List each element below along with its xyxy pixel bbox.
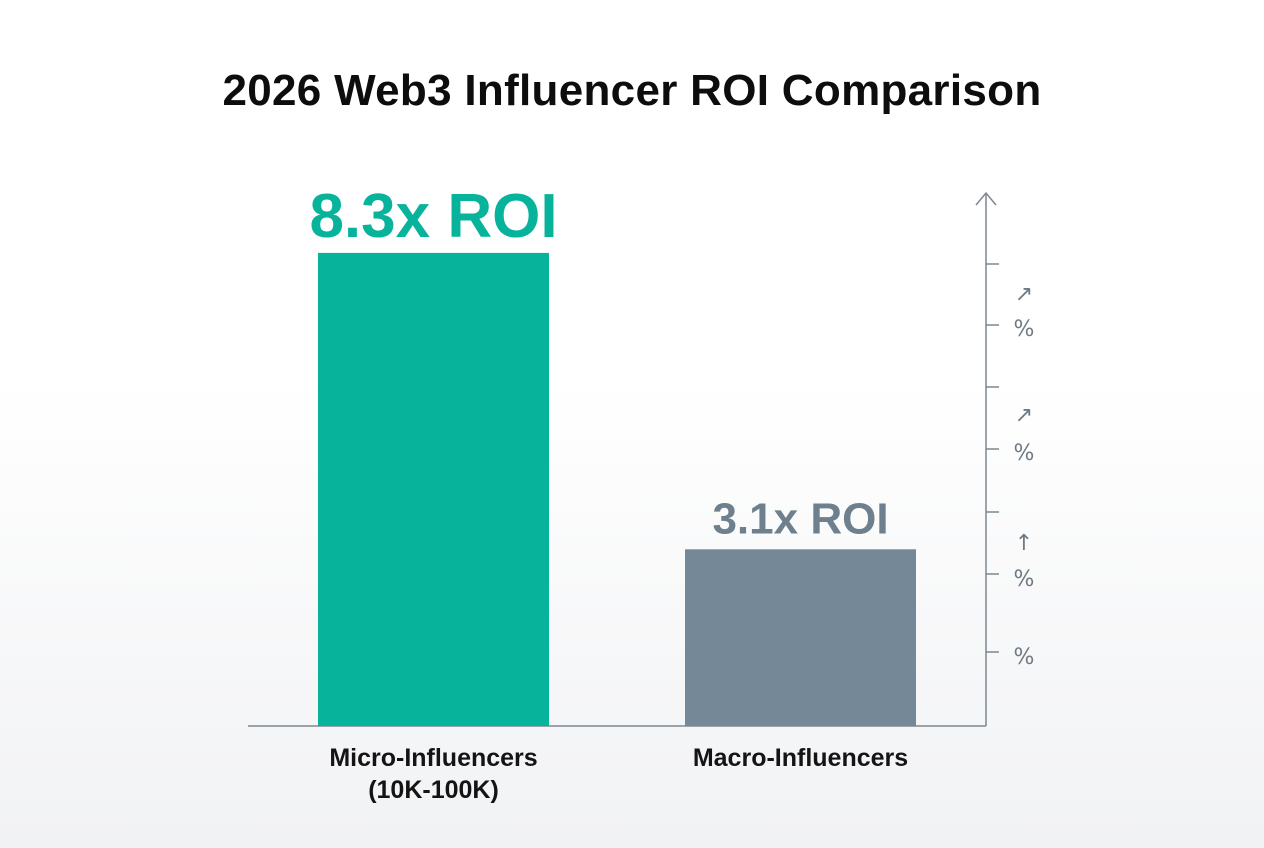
right-axis-arrowhead: [975, 191, 997, 206]
bar: [318, 252, 549, 726]
tick-label: (10K-100K): [368, 776, 499, 804]
tick-label: Macro-Influencers: [693, 744, 908, 772]
bars: [318, 252, 916, 726]
right-axis-tick-label: %: [1014, 441, 1035, 466]
arrow-up-right-icon: ↗: [1015, 282, 1033, 307]
value-labels: 8.3x ROI 3.1x ROI: [309, 182, 888, 543]
right-axis-tick-label: %: [1014, 645, 1035, 670]
data-label: 3.1x ROI: [712, 494, 888, 543]
tick-label: Micro-Influencers: [329, 744, 537, 772]
bar: [685, 549, 916, 726]
data-label: 8.3x ROI: [309, 182, 557, 251]
arrow-up-right-icon: ↗: [1015, 403, 1033, 428]
arrow-up-icon: ↑: [1015, 531, 1033, 556]
chart-title: 2026 Web3 Influencer ROI Comparison: [222, 66, 1042, 115]
right-axis-tick-label: %: [1014, 317, 1035, 342]
right-axis: %%%% ↗ ↗ ↑: [975, 191, 1035, 726]
category-labels: Micro-Influencers (10K-100K) Macro-Influen…: [329, 744, 908, 804]
right-axis-tick-label: %: [1014, 567, 1035, 592]
